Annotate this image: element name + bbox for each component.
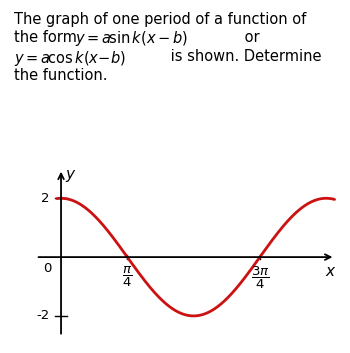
Text: $y = a\!\cos k(x\!-\!b)$: $y = a\!\cos k(x\!-\!b)$	[14, 49, 126, 68]
Text: -2: -2	[36, 310, 49, 322]
Text: The graph of one period of a function of: The graph of one period of a function of	[14, 12, 306, 27]
Text: the function.: the function.	[14, 68, 107, 83]
Text: or: or	[240, 30, 259, 45]
Text: the form: the form	[14, 30, 82, 45]
Text: $\dfrac{\pi}{4}$: $\dfrac{\pi}{4}$	[122, 264, 133, 289]
Text: $x$: $x$	[325, 264, 337, 279]
Text: $\dfrac{3\pi}{4}$: $\dfrac{3\pi}{4}$	[251, 264, 269, 291]
Text: 2: 2	[41, 192, 49, 205]
Text: $y$: $y$	[65, 168, 77, 184]
Text: $y = a\!\sin k\left(x-b\right)$: $y = a\!\sin k\left(x-b\right)$	[75, 29, 189, 48]
Text: is shown. Determine: is shown. Determine	[166, 49, 322, 64]
Text: 0: 0	[43, 262, 52, 275]
